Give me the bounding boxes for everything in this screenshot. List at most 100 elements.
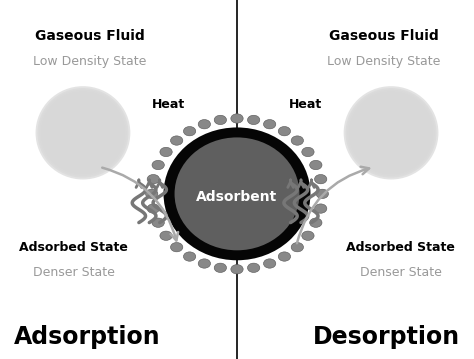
- Circle shape: [264, 120, 276, 129]
- Ellipse shape: [208, 162, 264, 213]
- Ellipse shape: [383, 125, 399, 140]
- Ellipse shape: [183, 144, 290, 240]
- Ellipse shape: [382, 123, 401, 142]
- Ellipse shape: [39, 90, 127, 176]
- Ellipse shape: [72, 122, 94, 144]
- Circle shape: [171, 136, 183, 145]
- Ellipse shape: [227, 176, 243, 190]
- Ellipse shape: [164, 127, 310, 260]
- Text: Low Density State: Low Density State: [327, 55, 441, 67]
- Ellipse shape: [219, 170, 251, 199]
- Ellipse shape: [346, 88, 437, 178]
- Ellipse shape: [190, 148, 283, 233]
- Ellipse shape: [370, 112, 412, 153]
- Circle shape: [147, 174, 159, 184]
- Ellipse shape: [353, 95, 429, 170]
- Ellipse shape: [344, 86, 438, 180]
- Ellipse shape: [215, 167, 255, 204]
- Text: Gaseous Fluid: Gaseous Fluid: [329, 29, 439, 43]
- Ellipse shape: [191, 149, 282, 231]
- Ellipse shape: [214, 166, 257, 205]
- Circle shape: [214, 263, 227, 272]
- Ellipse shape: [178, 140, 296, 247]
- Ellipse shape: [41, 92, 125, 174]
- Ellipse shape: [230, 178, 239, 186]
- Text: Desorption: Desorption: [313, 326, 460, 349]
- Ellipse shape: [217, 168, 254, 202]
- Circle shape: [264, 259, 276, 268]
- Ellipse shape: [372, 114, 410, 151]
- Ellipse shape: [79, 129, 87, 136]
- Circle shape: [302, 147, 314, 157]
- Circle shape: [152, 218, 164, 227]
- Ellipse shape: [64, 114, 102, 151]
- Ellipse shape: [56, 107, 109, 159]
- Ellipse shape: [233, 180, 236, 183]
- Ellipse shape: [192, 150, 280, 230]
- Circle shape: [302, 231, 314, 241]
- Ellipse shape: [209, 163, 262, 211]
- Ellipse shape: [199, 155, 273, 223]
- Ellipse shape: [380, 122, 402, 144]
- Circle shape: [160, 231, 172, 241]
- Circle shape: [247, 263, 260, 272]
- Ellipse shape: [221, 171, 249, 197]
- Ellipse shape: [179, 141, 294, 245]
- Ellipse shape: [366, 108, 416, 157]
- Ellipse shape: [70, 120, 96, 146]
- Ellipse shape: [43, 94, 123, 172]
- Ellipse shape: [378, 120, 404, 146]
- Circle shape: [171, 242, 183, 252]
- Circle shape: [198, 120, 210, 129]
- Circle shape: [183, 126, 196, 136]
- Text: Adsorption: Adsorption: [14, 326, 161, 349]
- Circle shape: [147, 204, 159, 213]
- Ellipse shape: [75, 125, 91, 140]
- Ellipse shape: [210, 164, 261, 209]
- Ellipse shape: [363, 105, 419, 161]
- Ellipse shape: [36, 86, 130, 180]
- Ellipse shape: [55, 105, 111, 161]
- Text: Adsorbed State: Adsorbed State: [19, 241, 128, 254]
- Ellipse shape: [176, 139, 298, 248]
- Ellipse shape: [228, 177, 241, 188]
- Ellipse shape: [45, 95, 121, 170]
- Ellipse shape: [355, 97, 427, 168]
- Circle shape: [315, 204, 327, 213]
- Circle shape: [152, 160, 164, 170]
- Circle shape: [291, 136, 303, 145]
- Ellipse shape: [60, 111, 106, 155]
- Ellipse shape: [73, 123, 92, 142]
- Circle shape: [160, 147, 172, 157]
- Ellipse shape: [196, 153, 277, 226]
- Ellipse shape: [385, 127, 397, 139]
- Ellipse shape: [174, 137, 300, 250]
- Ellipse shape: [374, 116, 408, 150]
- Ellipse shape: [37, 88, 128, 178]
- Ellipse shape: [232, 179, 238, 185]
- Ellipse shape: [361, 103, 421, 163]
- Ellipse shape: [203, 158, 269, 218]
- Circle shape: [278, 126, 291, 136]
- Ellipse shape: [187, 146, 286, 237]
- Text: Heat: Heat: [289, 98, 322, 111]
- Circle shape: [310, 218, 322, 227]
- Text: Gaseous Fluid: Gaseous Fluid: [35, 29, 145, 43]
- Circle shape: [183, 252, 196, 261]
- Circle shape: [315, 174, 327, 184]
- Ellipse shape: [200, 156, 272, 221]
- Text: Adsorbed State: Adsorbed State: [346, 241, 455, 254]
- Ellipse shape: [201, 157, 270, 219]
- Ellipse shape: [68, 118, 98, 148]
- Ellipse shape: [387, 129, 395, 136]
- Ellipse shape: [62, 112, 104, 153]
- Ellipse shape: [206, 160, 265, 214]
- Ellipse shape: [347, 90, 435, 176]
- Ellipse shape: [357, 99, 425, 167]
- Ellipse shape: [212, 165, 259, 207]
- Ellipse shape: [197, 154, 275, 224]
- Ellipse shape: [188, 147, 285, 235]
- Ellipse shape: [223, 173, 247, 195]
- Ellipse shape: [51, 101, 115, 164]
- Circle shape: [316, 189, 328, 199]
